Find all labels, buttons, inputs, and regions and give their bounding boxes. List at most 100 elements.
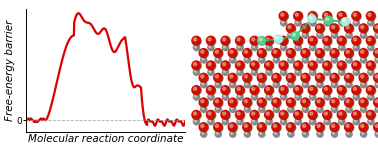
Circle shape <box>279 11 288 20</box>
Circle shape <box>194 70 197 72</box>
Circle shape <box>296 20 301 26</box>
Circle shape <box>223 120 226 122</box>
Circle shape <box>294 62 303 70</box>
Circle shape <box>345 123 353 131</box>
Circle shape <box>369 21 371 23</box>
Circle shape <box>194 38 197 41</box>
Circle shape <box>330 24 339 33</box>
Circle shape <box>368 112 371 115</box>
Circle shape <box>354 45 359 51</box>
Circle shape <box>287 123 296 132</box>
Circle shape <box>288 82 294 87</box>
Circle shape <box>309 86 318 95</box>
Circle shape <box>259 107 265 113</box>
Circle shape <box>221 110 230 119</box>
Circle shape <box>301 24 310 33</box>
Circle shape <box>199 123 208 131</box>
Circle shape <box>238 95 240 97</box>
Circle shape <box>375 106 378 112</box>
Circle shape <box>266 94 272 100</box>
Circle shape <box>295 94 301 100</box>
Circle shape <box>325 95 327 97</box>
Circle shape <box>252 45 258 51</box>
Circle shape <box>265 86 273 94</box>
Circle shape <box>281 38 284 41</box>
Circle shape <box>361 26 364 29</box>
Circle shape <box>259 124 262 127</box>
Circle shape <box>332 57 338 63</box>
Circle shape <box>208 94 214 100</box>
Circle shape <box>280 62 288 70</box>
Circle shape <box>259 50 262 53</box>
Circle shape <box>310 13 313 16</box>
Circle shape <box>331 25 339 33</box>
Circle shape <box>252 87 255 90</box>
Circle shape <box>223 63 226 66</box>
Circle shape <box>366 61 375 70</box>
Circle shape <box>280 86 288 95</box>
Circle shape <box>257 98 266 107</box>
Circle shape <box>288 32 294 38</box>
Circle shape <box>265 61 273 70</box>
Circle shape <box>310 70 316 75</box>
Circle shape <box>302 74 310 83</box>
Circle shape <box>367 62 376 70</box>
Circle shape <box>244 106 250 112</box>
Circle shape <box>230 57 236 63</box>
Circle shape <box>273 50 277 53</box>
Circle shape <box>216 83 218 85</box>
Circle shape <box>373 49 378 57</box>
Circle shape <box>238 46 240 48</box>
Circle shape <box>280 94 287 100</box>
Circle shape <box>318 132 320 134</box>
Circle shape <box>276 37 279 39</box>
X-axis label: Molecular reaction coordinate: Molecular reaction coordinate <box>28 134 184 144</box>
Circle shape <box>223 95 226 97</box>
Circle shape <box>192 37 201 46</box>
Circle shape <box>244 82 250 87</box>
Circle shape <box>192 36 201 45</box>
Circle shape <box>288 131 294 137</box>
Circle shape <box>347 107 352 113</box>
Circle shape <box>215 124 218 127</box>
Circle shape <box>375 124 378 127</box>
Circle shape <box>209 120 211 122</box>
Circle shape <box>296 70 298 72</box>
Circle shape <box>231 132 233 134</box>
Circle shape <box>266 119 272 125</box>
Circle shape <box>194 119 199 125</box>
Circle shape <box>201 124 204 127</box>
Circle shape <box>332 82 338 88</box>
Circle shape <box>245 50 248 53</box>
Circle shape <box>339 45 345 50</box>
Circle shape <box>318 83 320 85</box>
Circle shape <box>192 61 201 70</box>
Circle shape <box>311 120 313 122</box>
Circle shape <box>373 98 378 107</box>
Circle shape <box>259 75 262 78</box>
Circle shape <box>214 73 222 82</box>
Circle shape <box>303 131 309 137</box>
Circle shape <box>340 70 342 72</box>
Circle shape <box>194 94 199 100</box>
Circle shape <box>339 13 342 16</box>
Circle shape <box>376 33 378 35</box>
Circle shape <box>309 12 318 21</box>
Circle shape <box>281 13 284 16</box>
Circle shape <box>345 99 354 107</box>
Circle shape <box>333 83 335 85</box>
Circle shape <box>318 33 323 38</box>
Circle shape <box>275 36 283 44</box>
Circle shape <box>353 63 356 66</box>
Circle shape <box>324 62 332 70</box>
Circle shape <box>375 82 378 87</box>
Circle shape <box>245 57 251 63</box>
Circle shape <box>222 62 230 70</box>
Circle shape <box>310 94 316 100</box>
Circle shape <box>257 123 266 131</box>
Circle shape <box>362 83 364 85</box>
Circle shape <box>235 86 244 94</box>
Circle shape <box>280 111 288 120</box>
Circle shape <box>354 120 356 122</box>
Circle shape <box>345 25 354 33</box>
